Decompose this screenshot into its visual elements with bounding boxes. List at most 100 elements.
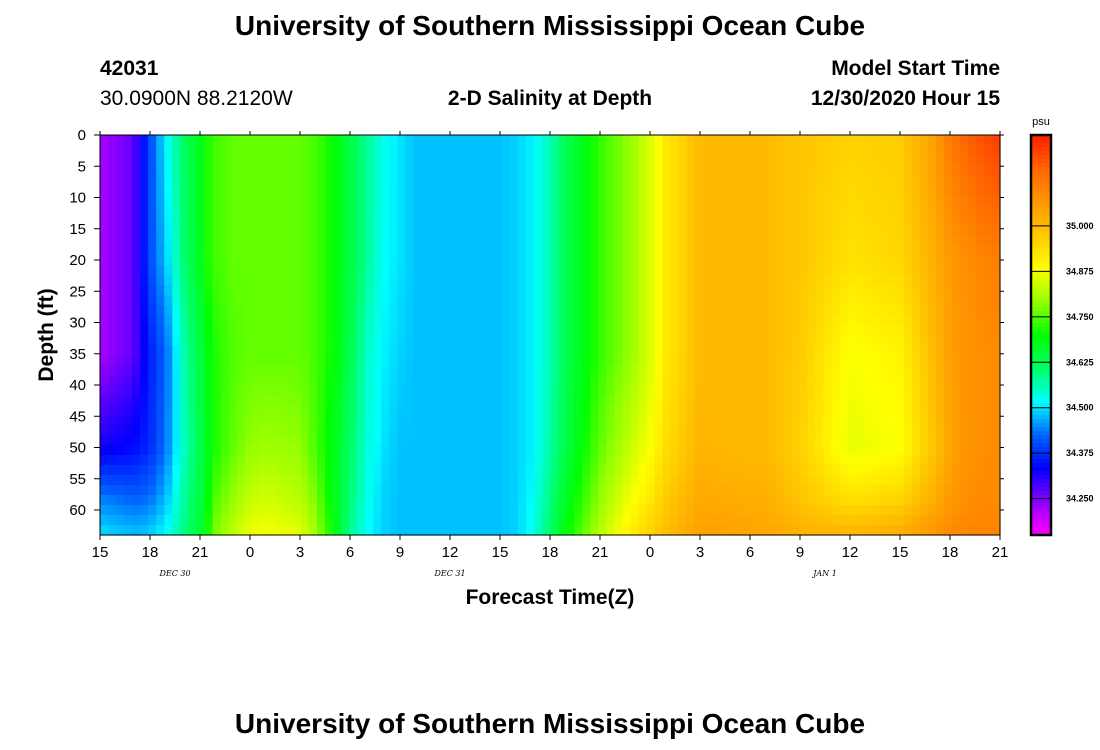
colorbar-swatch — [1031, 527, 1051, 532]
heatmap-cell — [871, 345, 881, 356]
heatmap-cell — [172, 255, 181, 266]
heatmap-cell — [405, 395, 414, 406]
heatmap-cell — [413, 315, 423, 326]
heatmap-cell — [124, 395, 133, 406]
heatmap-cell — [292, 205, 302, 216]
heatmap-cell — [831, 145, 840, 156]
heatmap-cell — [662, 455, 672, 466]
heatmap-cell — [919, 275, 929, 286]
heatmap-cell — [783, 425, 792, 436]
heatmap-cell — [815, 415, 824, 426]
heatmap-cell — [260, 195, 270, 206]
heatmap-cell — [710, 525, 720, 536]
heatmap-cell — [437, 355, 447, 366]
heatmap-cell — [164, 195, 173, 206]
heatmap-cell — [397, 225, 406, 236]
heatmap-cell — [550, 195, 559, 206]
heatmap-cell — [469, 275, 479, 286]
heatmap-cell — [148, 295, 157, 306]
heatmap-cell — [598, 205, 607, 216]
heatmap-cell — [935, 385, 945, 396]
heatmap-cell — [598, 135, 607, 146]
heatmap-cell — [799, 385, 808, 396]
heatmap-cell — [766, 365, 776, 376]
heatmap-cell — [726, 465, 736, 476]
heatmap-cell — [469, 135, 479, 146]
heatmap-cell — [252, 175, 262, 186]
heatmap-cell — [598, 425, 607, 436]
heatmap-cell — [646, 165, 656, 176]
heatmap-cell — [389, 255, 398, 266]
heatmap-cell — [148, 375, 157, 386]
heatmap-cell — [694, 515, 704, 526]
heatmap-cell — [429, 395, 439, 406]
heatmap-cell — [421, 425, 431, 436]
heatmap-cell — [204, 185, 214, 196]
heatmap-cell — [799, 175, 808, 186]
x-tick-label: 9 — [796, 544, 804, 561]
heatmap-cell — [582, 355, 591, 366]
heatmap-cell — [188, 445, 198, 456]
heatmap-cell — [638, 515, 648, 526]
heatmap-cell — [678, 275, 688, 286]
heatmap-cell — [381, 405, 390, 416]
heatmap-cell — [991, 405, 1001, 416]
heatmap-cell — [525, 185, 535, 196]
heatmap-cell — [140, 445, 149, 456]
heatmap-cell — [718, 475, 728, 486]
heatmap-cell — [132, 395, 141, 406]
heatmap-cell — [180, 135, 189, 146]
heatmap-cell — [389, 195, 398, 206]
heatmap-cell — [517, 155, 527, 166]
heatmap-cell — [260, 335, 270, 346]
heatmap-cell — [413, 435, 423, 446]
heatmap-cell — [469, 155, 479, 166]
heatmap-cell — [726, 415, 736, 426]
heatmap-cell — [742, 465, 752, 476]
heatmap-cell — [927, 405, 937, 416]
heatmap-cell — [823, 445, 832, 456]
heatmap-cell — [630, 335, 639, 346]
heatmap-cell — [646, 375, 656, 386]
heatmap-cell — [839, 175, 848, 186]
heatmap-cell — [951, 345, 961, 356]
heatmap-cell — [325, 525, 334, 536]
heatmap-cell — [646, 435, 656, 446]
y-tick-label: 10 — [69, 190, 86, 207]
heatmap-cell — [421, 205, 431, 216]
heatmap-cell — [541, 315, 551, 326]
heatmap-cell — [807, 495, 816, 506]
heatmap-cell — [413, 495, 423, 506]
heatmap-cell — [935, 315, 945, 326]
heatmap-cell — [791, 525, 800, 536]
heatmap-cell — [815, 405, 824, 416]
heatmap-cell — [710, 395, 720, 406]
heatmap-cell — [365, 175, 374, 186]
heatmap-cell — [815, 305, 824, 316]
heatmap-cell — [975, 485, 985, 496]
heatmap-cell — [959, 515, 969, 526]
heatmap-cell — [871, 135, 881, 146]
heatmap-cell — [124, 525, 133, 536]
heatmap-cell — [188, 205, 198, 216]
heatmap-cell — [445, 315, 455, 326]
heatmap-cell — [188, 475, 198, 486]
heatmap-cell — [991, 165, 1001, 176]
x-tick-label: 12 — [442, 544, 459, 561]
heatmap-cell — [172, 495, 181, 506]
heatmap-cell — [566, 335, 575, 346]
heatmap-cell — [734, 365, 744, 376]
heatmap-cell — [148, 425, 157, 436]
heatmap-cell — [983, 395, 993, 406]
heatmap-cell — [879, 505, 889, 516]
heatmap-cell — [333, 215, 342, 226]
heatmap-cell — [308, 505, 318, 516]
heatmap-cell — [132, 485, 141, 496]
heatmap-cell — [855, 315, 864, 326]
heatmap-cell — [823, 255, 832, 266]
heatmap-cell — [951, 445, 961, 456]
heatmap-cell — [686, 365, 696, 376]
heatmap-cell — [525, 235, 535, 246]
heatmap-cell — [590, 275, 599, 286]
heatmap-cell — [694, 205, 704, 216]
